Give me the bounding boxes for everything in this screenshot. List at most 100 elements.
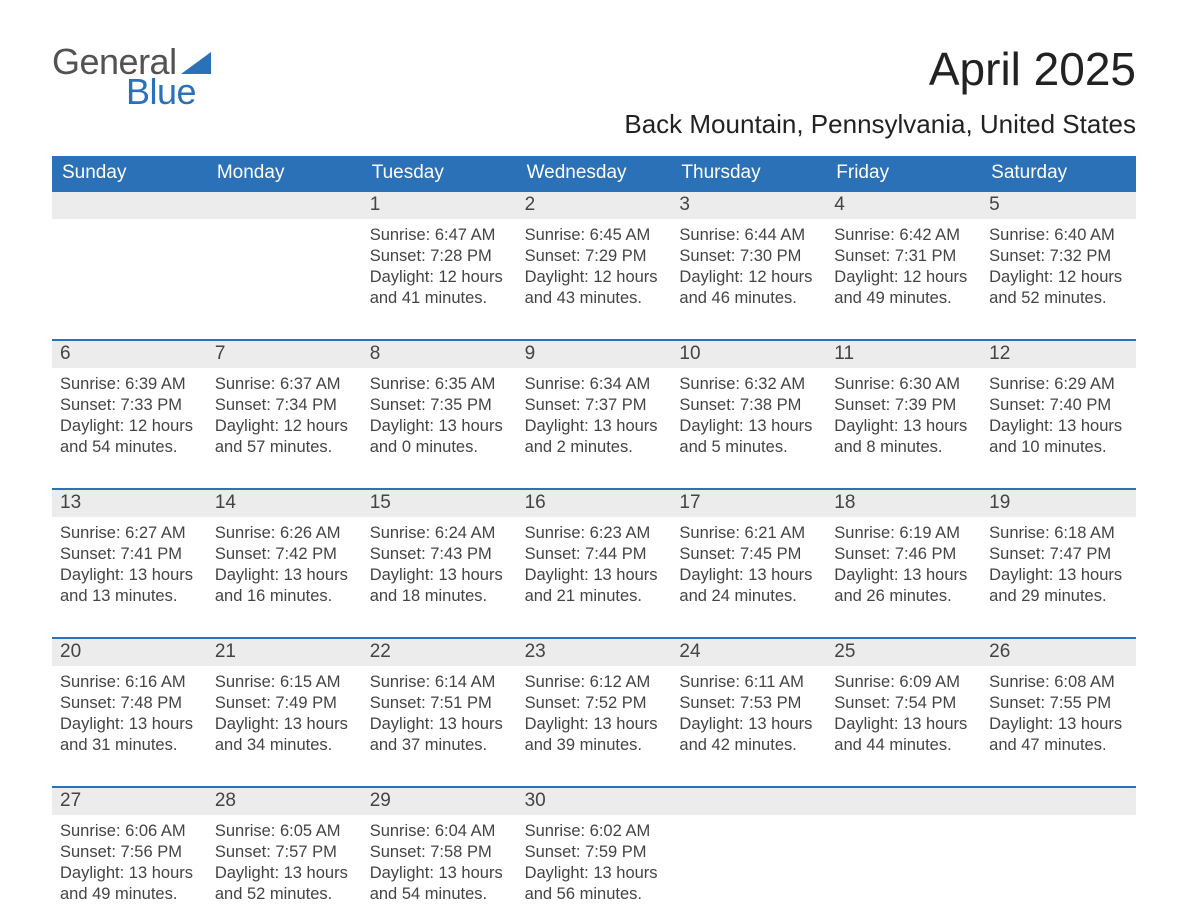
day-body-cell [671,815,826,907]
day-body-cell [826,815,981,907]
daylight-line-2: and 41 minutes. [370,288,509,309]
daylight-line-1: Daylight: 12 hours [60,416,199,437]
day-number-cell: 3 [671,192,826,219]
day-body-cell: Sunrise: 6:09 AMSunset: 7:54 PMDaylight:… [826,666,981,758]
sunrise-line: Sunrise: 6:27 AM [60,523,199,544]
day-body-cell: Sunrise: 6:19 AMSunset: 7:46 PMDaylight:… [826,517,981,609]
day-number-cell [826,788,981,815]
sunrise-line: Sunrise: 6:47 AM [370,225,509,246]
day-body-cell: Sunrise: 6:27 AMSunset: 7:41 PMDaylight:… [52,517,207,609]
daylight-line-1: Daylight: 13 hours [834,714,973,735]
daylight-line-2: and 21 minutes. [525,586,664,607]
calendar-week: 12345Sunrise: 6:47 AMSunset: 7:28 PMDayl… [52,192,1136,311]
sunrise-line: Sunrise: 6:30 AM [834,374,973,395]
sunset-line: Sunset: 7:53 PM [679,693,818,714]
sunrise-line: Sunrise: 6:06 AM [60,821,199,842]
sunset-line: Sunset: 7:52 PM [525,693,664,714]
day-number-cell: 23 [517,639,672,666]
sunrise-line: Sunrise: 6:34 AM [525,374,664,395]
day-number-cell: 8 [362,341,517,368]
day-number-cell: 22 [362,639,517,666]
day-number-cell: 25 [826,639,981,666]
daylight-line-2: and 16 minutes. [215,586,354,607]
daylight-line-1: Daylight: 12 hours [989,267,1128,288]
day-number-cell: 1 [362,192,517,219]
daylight-line-1: Daylight: 12 hours [370,267,509,288]
sunrise-line: Sunrise: 6:08 AM [989,672,1128,693]
day-number-cell [207,192,362,219]
sunrise-line: Sunrise: 6:35 AM [370,374,509,395]
logo-word-blue: Blue [126,74,211,110]
day-number-cell: 30 [517,788,672,815]
daylight-line-2: and 5 minutes. [679,437,818,458]
day-body-cell: Sunrise: 6:23 AMSunset: 7:44 PMDaylight:… [517,517,672,609]
day-number-cell [52,192,207,219]
daylight-line-1: Daylight: 12 hours [215,416,354,437]
daylight-line-1: Daylight: 13 hours [679,416,818,437]
day-body-cell: Sunrise: 6:18 AMSunset: 7:47 PMDaylight:… [981,517,1136,609]
sunset-line: Sunset: 7:56 PM [60,842,199,863]
day-body-cell: Sunrise: 6:42 AMSunset: 7:31 PMDaylight:… [826,219,981,311]
day-body-cell: Sunrise: 6:32 AMSunset: 7:38 PMDaylight:… [671,368,826,460]
daylight-line-2: and 56 minutes. [525,884,664,905]
sunset-line: Sunset: 7:31 PM [834,246,973,267]
sunset-line: Sunset: 7:45 PM [679,544,818,565]
daylight-line-1: Daylight: 13 hours [370,714,509,735]
day-body-cell: Sunrise: 6:05 AMSunset: 7:57 PMDaylight:… [207,815,362,907]
sunrise-line: Sunrise: 6:21 AM [679,523,818,544]
day-number-cell: 5 [981,192,1136,219]
day-body-cell: Sunrise: 6:14 AMSunset: 7:51 PMDaylight:… [362,666,517,758]
day-body-cell: Sunrise: 6:16 AMSunset: 7:48 PMDaylight:… [52,666,207,758]
day-body-cell: Sunrise: 6:29 AMSunset: 7:40 PMDaylight:… [981,368,1136,460]
daylight-line-2: and 13 minutes. [60,586,199,607]
dow-tuesday: Tuesday [362,156,517,192]
day-number-cell: 17 [671,490,826,517]
sunrise-line: Sunrise: 6:32 AM [679,374,818,395]
calendar-page: General Blue April 2025 Back Mountain, P… [0,0,1188,907]
sunrise-line: Sunrise: 6:19 AM [834,523,973,544]
dow-monday: Monday [207,156,362,192]
sunset-line: Sunset: 7:51 PM [370,693,509,714]
sunset-line: Sunset: 7:28 PM [370,246,509,267]
sunset-line: Sunset: 7:43 PM [370,544,509,565]
day-number-cell: 13 [52,490,207,517]
daylight-line-1: Daylight: 13 hours [370,416,509,437]
day-number-cell: 4 [826,192,981,219]
day-body-cell: Sunrise: 6:45 AMSunset: 7:29 PMDaylight:… [517,219,672,311]
daylight-line-2: and 54 minutes. [60,437,199,458]
sunset-line: Sunset: 7:32 PM [989,246,1128,267]
sunset-line: Sunset: 7:47 PM [989,544,1128,565]
sunrise-line: Sunrise: 6:24 AM [370,523,509,544]
day-number-cell: 19 [981,490,1136,517]
daylight-line-2: and 54 minutes. [370,884,509,905]
sunrise-line: Sunrise: 6:42 AM [834,225,973,246]
day-number-cell: 24 [671,639,826,666]
daylight-line-2: and 42 minutes. [679,735,818,756]
sunrise-line: Sunrise: 6:29 AM [989,374,1128,395]
daylight-line-2: and 31 minutes. [60,735,199,756]
sunrise-line: Sunrise: 6:05 AM [215,821,354,842]
sunset-line: Sunset: 7:35 PM [370,395,509,416]
sunset-line: Sunset: 7:38 PM [679,395,818,416]
sunset-line: Sunset: 7:33 PM [60,395,199,416]
daylight-line-1: Daylight: 13 hours [989,416,1128,437]
sunset-line: Sunset: 7:41 PM [60,544,199,565]
sunrise-line: Sunrise: 6:02 AM [525,821,664,842]
sunset-line: Sunset: 7:58 PM [370,842,509,863]
day-number-cell: 11 [826,341,981,368]
day-body-cell: Sunrise: 6:21 AMSunset: 7:45 PMDaylight:… [671,517,826,609]
sunset-line: Sunset: 7:49 PM [215,693,354,714]
day-number-cell: 15 [362,490,517,517]
sunrise-line: Sunrise: 6:45 AM [525,225,664,246]
dow-thursday: Thursday [671,156,826,192]
sunrise-line: Sunrise: 6:18 AM [989,523,1128,544]
title-block: April 2025 Back Mountain, Pennsylvania, … [624,44,1136,140]
daylight-line-1: Daylight: 13 hours [215,565,354,586]
daylight-line-1: Daylight: 13 hours [989,565,1128,586]
sunrise-line: Sunrise: 6:11 AM [679,672,818,693]
sunset-line: Sunset: 7:42 PM [215,544,354,565]
header-bar: General Blue April 2025 Back Mountain, P… [52,44,1136,140]
day-body-cell: Sunrise: 6:37 AMSunset: 7:34 PMDaylight:… [207,368,362,460]
daylight-line-2: and 37 minutes. [370,735,509,756]
daylight-line-1: Daylight: 13 hours [525,714,664,735]
